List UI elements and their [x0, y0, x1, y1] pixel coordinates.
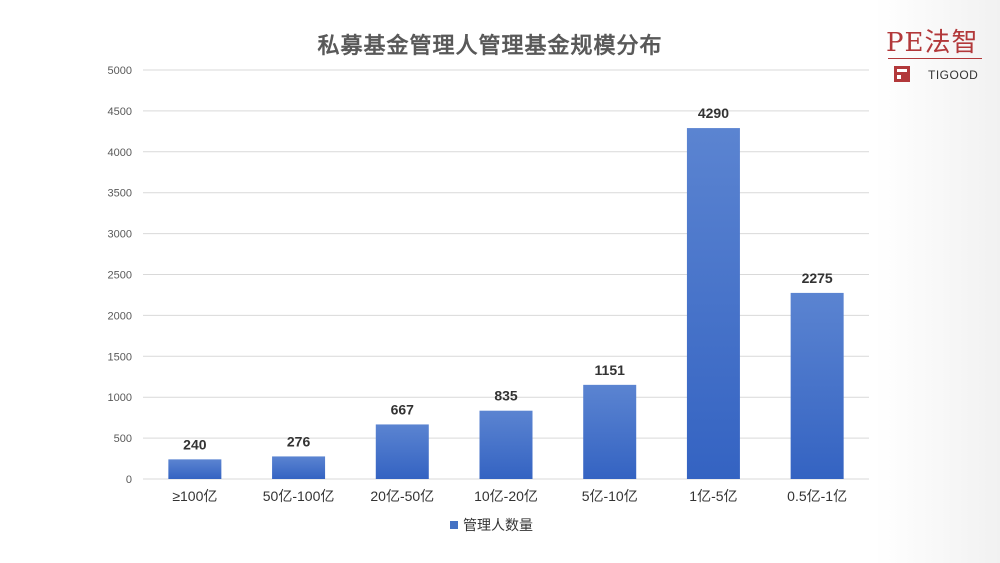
logo-subtext: TIGOOD	[928, 68, 979, 82]
y-tick-label: 2500	[108, 270, 132, 282]
data-label: 835	[494, 388, 518, 404]
bars	[168, 128, 844, 479]
y-tick-label: 3500	[108, 188, 132, 200]
data-label: 240	[183, 436, 207, 452]
y-tick-label: 2000	[108, 310, 132, 322]
y-tick-label: 4000	[108, 147, 132, 159]
gridlines	[143, 69, 869, 480]
bar	[168, 459, 222, 479]
data-label: 1151	[595, 362, 626, 378]
seal-icon	[894, 66, 910, 82]
data-labels: 240 276 667 835 1151 4290 2275	[183, 105, 833, 452]
x-tick-label: 0.5亿-1亿	[787, 488, 847, 504]
logo-divider	[888, 58, 982, 59]
brand-logo: PE法智 TIGOOD	[886, 22, 986, 87]
data-label: 667	[391, 401, 415, 417]
y-tick-label: 3000	[108, 229, 132, 241]
bar	[272, 456, 326, 479]
x-tick-label: 50亿-100亿	[263, 488, 335, 504]
legend-label: 管理人数量	[463, 517, 533, 533]
y-tick-label: 0	[126, 474, 132, 486]
y-tick-label: 1000	[108, 392, 132, 404]
x-tick-label: 10亿-20亿	[474, 488, 538, 504]
data-label: 2275	[802, 270, 833, 286]
y-tick-label: 500	[114, 433, 132, 445]
chart-title: 私募基金管理人管理基金规模分布	[317, 33, 663, 58]
bar	[686, 128, 740, 479]
y-axis-ticks: 0 500 1000 1500 2000 2500 3000 3500 4000 4500 5000	[108, 65, 132, 486]
background-shade	[875, 0, 1000, 563]
x-tick-label: 5亿-10亿	[582, 488, 638, 504]
legend-swatch	[450, 521, 458, 529]
bar	[790, 292, 844, 479]
x-tick-label: 20亿-50亿	[370, 488, 434, 504]
bar	[583, 384, 637, 479]
bar	[479, 410, 533, 479]
data-label: 276	[287, 433, 311, 449]
x-tick-label: ≥100亿	[172, 488, 217, 504]
x-axis-ticks: ≥100亿 50亿-100亿 20亿-50亿 10亿-20亿 5亿-10亿 1亿-5亿 0.…	[172, 488, 847, 504]
logo-text: PE法智	[886, 28, 979, 58]
y-tick-label: 5000	[108, 65, 132, 77]
bar	[375, 424, 429, 479]
y-tick-label: 4500	[108, 106, 132, 118]
chart-legend: 管理人数量	[450, 515, 533, 535]
y-tick-label: 1500	[108, 351, 132, 363]
x-tick-label: 1亿-5亿	[689, 488, 737, 504]
data-label: 4290	[698, 105, 729, 121]
